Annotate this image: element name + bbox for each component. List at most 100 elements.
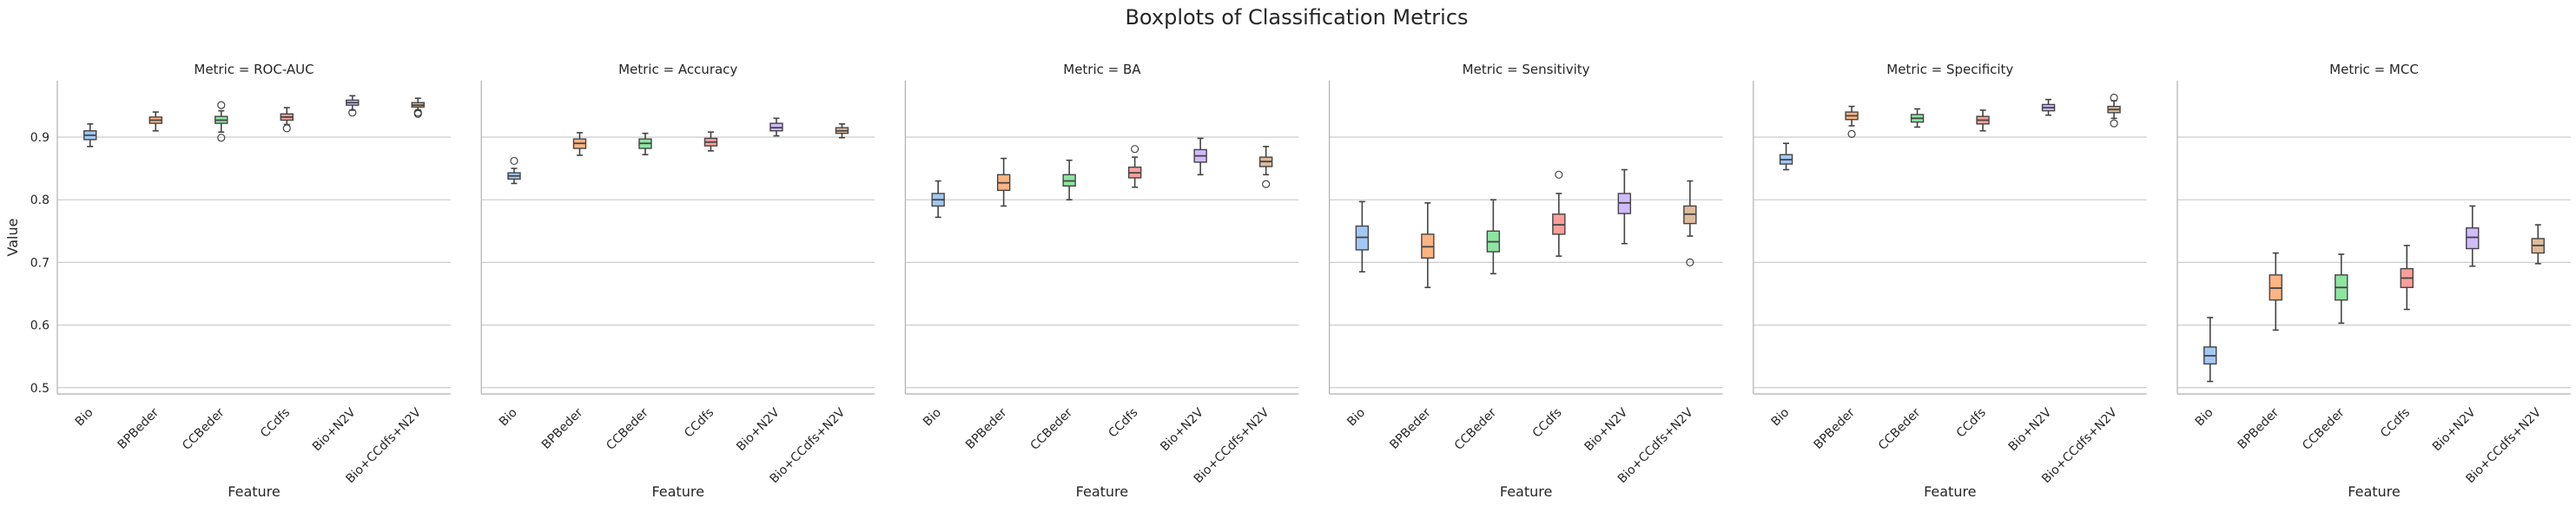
box-body [2466,226,2480,250]
box-bio-ccdfs-n2v [2531,224,2545,265]
x-tick-label: CCdfs [258,406,293,441]
x-axis-label: Feature [228,483,280,500]
x-tick-label: BPBeder [116,405,162,452]
y-tick-label: 0.7 [30,256,50,270]
outlier-point [1847,129,1856,138]
box-bio-n2v [1617,168,1632,245]
box-bio-n2v [2041,98,2056,116]
x-tick-label: BPBeder [2236,405,2282,452]
x-tick-label: Bio [1768,406,1792,430]
facet-title: Metric = ROC-AUC [194,62,314,77]
outlier-point [282,124,291,133]
facet-metric-sensitivity: Metric = Sensitivity Bio BPBeder CCBeder CCd… [1328,62,1723,500]
box-bpbeder [149,111,162,132]
x-tick-label: CCBeder [180,405,228,453]
box-ccbeder [1910,108,1925,128]
box-ccdfs [1552,170,1566,257]
facet-title: Metric = Accuracy [618,62,737,77]
x-axis-label: Feature [1500,483,1552,500]
x-tick-label: CCBeder [2300,405,2348,453]
box-bio [507,156,521,185]
x-tick-label: CCBeder [1876,405,1924,453]
x-tick-label: Bio+N2V [734,405,783,454]
outlier-point [510,156,519,166]
facet-metric-ba: Metric = BA Bio BPBeder CCBeder CCdfs Bio+N2V… [904,62,1299,500]
x-tick-label: BPBeder [1387,405,1434,452]
box-ccbeder [638,132,652,155]
box-bpbeder [996,157,1011,207]
x-axis-label: Feature [2348,483,2400,500]
box-bpbeder [572,132,587,156]
x-tick-label: Bio [73,406,96,430]
outlier-point [1262,180,1271,188]
x-tick-label: Bio [2193,406,2216,430]
box-bio-ccdfs-n2v [1258,146,1273,188]
outlier-point [2110,119,2118,128]
box-ccdfs [703,131,718,152]
x-tick-label: Bio+N2V [1158,405,1206,454]
facet-title: Metric = Specificity [1886,62,2013,77]
facet-metric-specificity: Metric = Specificity Bio BPBeder CCBeder CCd… [1753,62,2147,500]
x-tick-label: BPBeder [1811,405,1858,452]
box-bio-ccdfs-n2v [835,123,849,139]
x-tick-label: CCdfs [1954,406,1989,441]
box-ccdfs [2400,245,2414,311]
box-bio [83,123,97,148]
x-axis-label: Feature [651,483,703,500]
x-tick-label: CCdfs [682,406,717,441]
x-axis-label: Feature [1924,483,1976,500]
y-tick-label: 0.9 [30,131,50,145]
box-bpbeder [1845,105,1859,138]
box-bio-n2v [2466,205,2480,267]
box-bio-ccdfs-n2v [2107,93,2121,128]
outlier-point [413,108,422,117]
box-bpbeder [1421,201,1435,289]
outlier-point [2110,93,2118,102]
x-tick-label: Bio+N2V [2430,405,2479,454]
box-ccdfs [280,107,294,133]
outlier-point [217,101,226,109]
box-ccbeder [2335,253,2348,325]
box-bio [2203,317,2217,383]
box-ccbeder [215,101,228,142]
x-tick-label: Bio [1344,406,1368,430]
outlier-point [1686,258,1694,266]
x-tick-label: Bio [497,406,520,430]
box-bio-ccdfs-n2v [1683,180,1697,266]
facet-metric-roc-auc: Metric = ROC-AUC 0.5 0.6 0.7 0.8 0.9 Bio BPBede… [30,62,451,500]
y-tick-label: 0.8 [30,194,50,207]
box-ccbeder [1486,199,1501,275]
facet-metric-mcc: Metric = MCC Bio BPBeder CCBeder CCdfs Bio+N2… [2176,62,2571,500]
box-bio-ccdfs-n2v [411,97,425,118]
facet-title: Metric = BA [1063,62,1141,77]
facet-metric-accuracy: Metric = Accuracy Bio BPBeder CCBeder CCdfs B… [480,62,875,500]
x-tick-label: CCdfs [1106,406,1140,441]
box-bio [931,180,945,219]
x-tick-label: CCBeder [1452,405,1500,453]
x-axis-label: Feature [1076,483,1128,500]
y-axis-label: Value [4,219,21,257]
outlier-point [217,134,226,142]
x-tick-label: CCBeder [1028,405,1076,453]
x-tick-label: Bio+N2V [1582,405,1630,454]
box-bio-n2v [769,117,783,137]
box-bio [1355,200,1370,273]
x-tick-label: Bio+N2V [2006,405,2055,454]
figure-title: Boxplots of Classification Metrics [1125,5,1468,30]
outlier-point [1555,170,1563,179]
y-tick-label: 0.6 [30,319,50,333]
box-bpbeder [2269,252,2282,331]
facet-title: Metric = Sensitivity [1463,62,1590,77]
x-tick-label: CCdfs [2378,406,2413,441]
y-tick-label: 0.5 [30,382,50,396]
box-ccdfs [1976,109,1990,132]
x-tick-label: CCBeder [604,405,651,453]
x-tick-label: BPBeder [539,405,586,452]
box-bio [1779,142,1793,171]
outlier-point [1131,145,1139,154]
x-tick-label: BPBeder [963,405,1010,452]
outlier-point [348,108,357,117]
box-bio-n2v [1193,137,1207,176]
